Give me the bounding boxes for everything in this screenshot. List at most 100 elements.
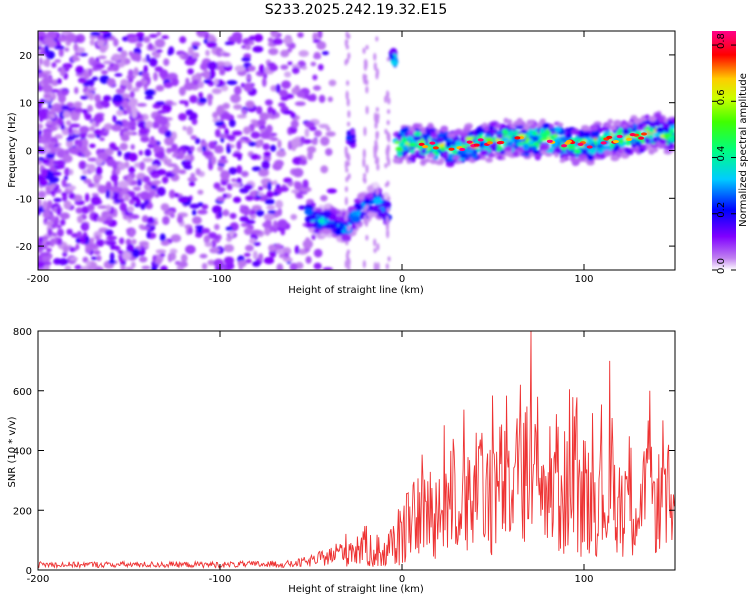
- heatmap-cell: [203, 70, 211, 80]
- heatmap-cell: [99, 100, 109, 107]
- heatmap-cell: [122, 251, 132, 261]
- heatmap-cell: [391, 60, 398, 66]
- heatmap-cell: [40, 252, 51, 257]
- heatmap-cell: [365, 221, 369, 227]
- heatmap-cell: [294, 85, 300, 91]
- heatmap-cell: [258, 64, 265, 74]
- heatmap-cell: [496, 134, 504, 139]
- heatmap-cell: [178, 86, 186, 96]
- heatmap-cell: [268, 244, 277, 252]
- heatmap-cell: [597, 148, 604, 154]
- heatmap-cell: [657, 117, 665, 123]
- heatmap-cell: [387, 109, 391, 114]
- heatmap-cell: [199, 62, 208, 71]
- heatmap-cell: [38, 139, 42, 144]
- heatmap-cell: [231, 130, 243, 136]
- heatmap-cell: [243, 209, 249, 217]
- heatmap-cell: [544, 152, 553, 157]
- heatmap-cell: [62, 111, 71, 118]
- heatmap-cell: [386, 228, 390, 239]
- heatmap-cell: [113, 94, 124, 103]
- heatmap-cell: [56, 78, 62, 85]
- heatmap-cell: [267, 209, 277, 215]
- heatmap-cell: [95, 166, 103, 176]
- heatmap-cell: [262, 143, 270, 151]
- heatmap-cell: [184, 58, 196, 66]
- heatmap-cell: [261, 160, 270, 170]
- heatmap-cell: [110, 174, 119, 182]
- heatmap-cell: [480, 149, 489, 156]
- heatmap-cell: [199, 253, 208, 259]
- heatmap-cell: [266, 205, 276, 210]
- heatmap-cell: [85, 163, 91, 168]
- heatmap-cell: [365, 45, 369, 50]
- heatmap-cell: [530, 123, 537, 130]
- heatmap-cell: [111, 124, 123, 132]
- heatmap-cell: [38, 157, 45, 161]
- heatmap-cell: [294, 181, 302, 190]
- heatmap-cell: [631, 128, 637, 133]
- heatmap-cell: [178, 112, 187, 121]
- heatmap-cell: [89, 125, 96, 132]
- heatmap-cell: [312, 85, 322, 91]
- heatmap-cell: [323, 203, 331, 209]
- heatmap-cell: [264, 198, 275, 205]
- heatmap-cell: [249, 190, 257, 198]
- heatmap-cell: [241, 170, 249, 178]
- heatmap-cell: [189, 95, 198, 104]
- heatmap-cell: [109, 252, 115, 262]
- heatmap-cell: [253, 241, 261, 246]
- heatmap-cell: [206, 41, 218, 49]
- heatmap-cell: [499, 123, 507, 130]
- heatmap-peak: [473, 143, 480, 147]
- heatmap-cell: [347, 121, 351, 127]
- heatmap-cell: [130, 52, 142, 62]
- heatmap-cell: [668, 136, 675, 143]
- heatmap-cell: [222, 193, 228, 199]
- heatmap-peak: [496, 141, 503, 145]
- heatmap-cell: [204, 242, 213, 247]
- heatmap-cell: [38, 261, 45, 269]
- heatmap-cell: [178, 261, 188, 268]
- heatmap-cell: [396, 133, 404, 138]
- heatmap-cell: [452, 149, 458, 156]
- heatmap-cell: [228, 167, 237, 175]
- heatmap-cell: [51, 79, 59, 87]
- heatmap-cell: [213, 235, 220, 240]
- heatmap-cell: [317, 63, 324, 71]
- heatmap-cell: [122, 130, 134, 136]
- heatmap-cell: [347, 33, 351, 39]
- heatmap-cell: [631, 143, 637, 148]
- heatmap-cell: [54, 106, 63, 113]
- heatmap-cell: [49, 215, 56, 222]
- heatmap-cell: [288, 42, 296, 49]
- heatmap-cell: [281, 247, 292, 256]
- heatmap-cell: [165, 172, 176, 178]
- heatmap-cell: [42, 59, 50, 67]
- heatmap-cell: [334, 228, 343, 236]
- heatmap-cell: [38, 190, 47, 199]
- heatmap-cell: [384, 96, 388, 103]
- heatmap-cell: [156, 31, 162, 36]
- heatmap-cell: [185, 244, 196, 255]
- heatmap-cell: [136, 114, 142, 119]
- heatmap-cell: [268, 47, 279, 56]
- heatmap-cell: [198, 81, 204, 89]
- heatmap-cell: [120, 264, 126, 270]
- heatmap-cell: [83, 72, 90, 80]
- heatmap-cell: [216, 61, 226, 66]
- heatmap-cell: [53, 45, 65, 50]
- heatmap-cell: [435, 160, 444, 165]
- heatmap-cell: [311, 233, 316, 240]
- heatmap-cell: [183, 164, 193, 170]
- heatmap-cell: [388, 53, 394, 60]
- heatmap-cell: [240, 204, 245, 210]
- heatmap-cell: [376, 261, 380, 270]
- heatmap-cell: [317, 218, 325, 224]
- heatmap-cell: [139, 161, 146, 171]
- heatmap-cell: [251, 166, 262, 172]
- snr-line: [38, 331, 675, 570]
- heatmap-cell: [262, 221, 272, 228]
- heatmap-cell: [70, 113, 80, 122]
